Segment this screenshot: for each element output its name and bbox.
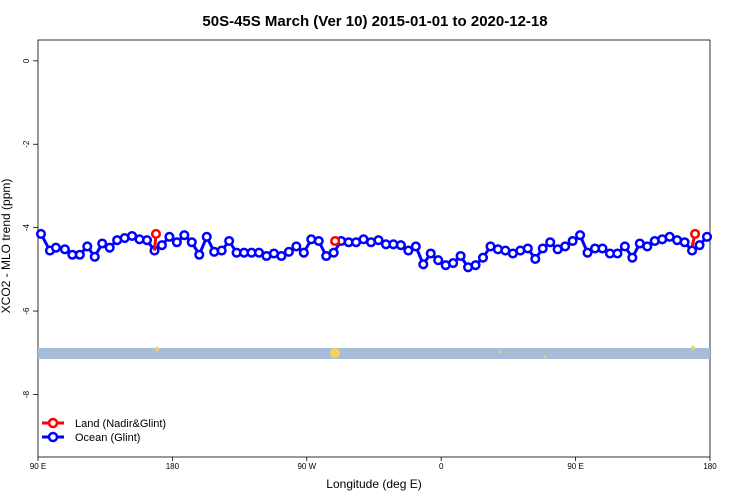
- ocean-point: [687, 245, 698, 256]
- ocean-point: [395, 240, 406, 251]
- y-tick-label: 0: [22, 58, 31, 63]
- x-tick-label: 90 E: [567, 462, 583, 471]
- legend-land-marker: [47, 417, 59, 429]
- ocean-point: [313, 235, 324, 247]
- ocean-point: [537, 243, 548, 254]
- ocean-point: [425, 248, 436, 259]
- ocean-point: [216, 245, 227, 256]
- ocean-point: [104, 242, 115, 253]
- ocean-point: [582, 247, 593, 258]
- ocean-point: [701, 231, 713, 242]
- ocean-point: [89, 251, 100, 262]
- ocean-point: [418, 259, 429, 270]
- ocean-point: [373, 235, 384, 246]
- legend: Land (Nadir&Glint) Ocean (Glint): [42, 417, 166, 444]
- ocean-point: [291, 241, 302, 252]
- x-tick-label: 180: [166, 462, 180, 471]
- series-layer: [35, 228, 713, 273]
- y-tick-label: -8: [22, 390, 31, 398]
- plot-frame: [37, 39, 711, 458]
- land-point: [150, 228, 162, 239]
- ocean-point: [410, 241, 421, 252]
- x-axis-label: Longitude (deg E): [326, 477, 421, 491]
- chart-title: 50S-45S March (Ver 10) 2015-01-01 to 202…: [202, 13, 547, 30]
- x-axis: 90 E 180 90 W 0 90 E 180: [30, 457, 717, 471]
- land-mark: [690, 345, 696, 351]
- x-tick-label: 180: [703, 462, 717, 471]
- ocean-point: [530, 253, 541, 264]
- y-axis: 0 -2 -4 -6 -8: [22, 58, 38, 398]
- ocean-point: [567, 235, 578, 247]
- ocean-point: [283, 246, 294, 257]
- ocean-point: [545, 237, 556, 248]
- ocean-point: [141, 235, 153, 246]
- ocean-point: [194, 249, 205, 260]
- ocean-point: [298, 247, 309, 258]
- x-tick-label: 90 W: [297, 462, 316, 471]
- ocean-point: [164, 231, 175, 242]
- ocean-point: [59, 244, 70, 255]
- ocean-point: [82, 241, 93, 252]
- y-tick-label: -4: [22, 224, 31, 232]
- ocean-point: [575, 230, 586, 241]
- y-tick-label: -6: [22, 307, 31, 315]
- ocean-point: [186, 237, 197, 248]
- ocean-point: [619, 241, 630, 252]
- ocean-point: [201, 231, 212, 242]
- ocean-point: [224, 235, 235, 247]
- ocean-point: [612, 248, 623, 259]
- legend-ocean-marker: [47, 431, 59, 443]
- ocean-point: [50, 242, 61, 253]
- ocean-point: [403, 245, 414, 256]
- y-axis-label: XCO2 - MLO trend (ppm): [0, 179, 13, 314]
- ocean-point: [276, 250, 287, 262]
- ocean-point: [522, 243, 533, 254]
- ocean-point: [97, 238, 108, 249]
- ocean-point: [642, 241, 653, 252]
- ocean-point: [597, 243, 608, 254]
- ocean-point: [179, 230, 190, 241]
- ocean-point: [448, 258, 459, 269]
- legend-land-label: Land (Nadir&Glint): [75, 418, 166, 430]
- legend-ocean-label: Ocean (Glint): [75, 432, 140, 444]
- ocean-point: [328, 247, 339, 258]
- land-mark: [543, 355, 547, 359]
- x-tick-label: 0: [439, 462, 444, 471]
- ocean-point: [35, 228, 47, 239]
- land-point: [330, 235, 341, 247]
- y-tick-label: -2: [22, 140, 31, 148]
- land-mask-band: [38, 348, 710, 359]
- ocean-point: [560, 241, 571, 252]
- ocean-point: [470, 260, 481, 271]
- land-mark: [498, 350, 502, 354]
- land-mark: [330, 348, 340, 358]
- ocean-point: [156, 240, 167, 251]
- land-mark: [154, 346, 160, 352]
- ocean-point: [74, 249, 85, 260]
- ocean-point: [679, 237, 690, 248]
- land-point: [690, 228, 701, 239]
- x-tick-label: 90 E: [30, 462, 46, 471]
- ocean-point: [694, 240, 705, 251]
- ocean-point: [455, 250, 466, 262]
- ocean-point: [171, 237, 182, 248]
- ocean-point: [627, 252, 638, 263]
- ocean-point: [433, 255, 444, 266]
- ocean-point: [477, 252, 489, 263]
